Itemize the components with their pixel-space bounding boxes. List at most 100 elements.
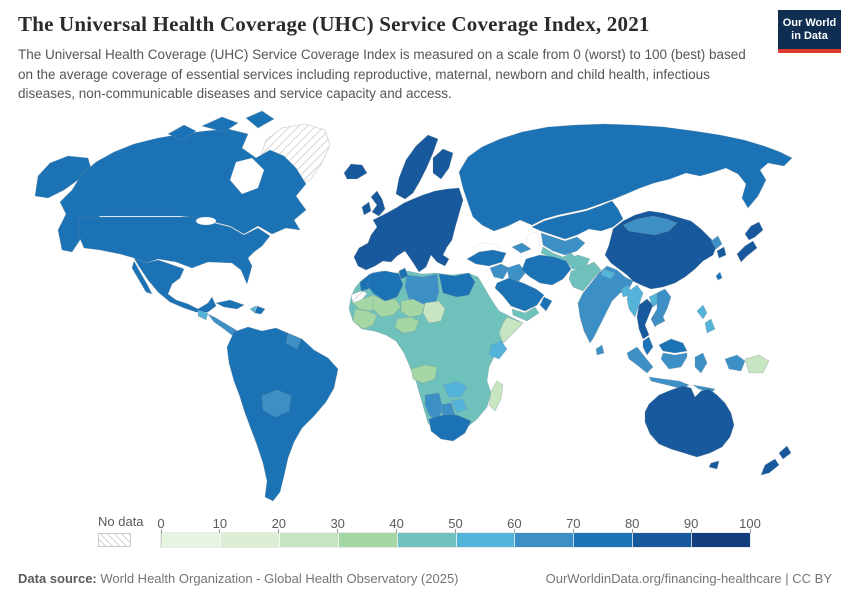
- legend-tick-label: 80: [624, 516, 640, 531]
- region-borneo-indonesia[interactable]: [660, 352, 688, 370]
- region-mexico[interactable]: [133, 257, 217, 313]
- region-united-kingdom[interactable]: [370, 190, 386, 217]
- region-mali[interactable]: [372, 294, 402, 318]
- region-cuba[interactable]: [215, 299, 245, 310]
- region-nepal[interactable]: [600, 268, 616, 280]
- region-south-america[interactable]: [226, 326, 339, 502]
- region-canada-arctic-1[interactable]: [167, 124, 197, 141]
- legend-bin-40-50[interactable]: [396, 533, 456, 547]
- legend-bin-50-60[interactable]: [455, 533, 515, 547]
- legend-tick-mark: [396, 529, 398, 533]
- legend-bar-wrap: [160, 529, 751, 548]
- region-japan-south[interactable]: [736, 240, 758, 263]
- region-india[interactable]: [577, 265, 634, 344]
- region-malaysia-peninsula[interactable]: [642, 336, 654, 356]
- region-scandinavia[interactable]: [395, 134, 439, 200]
- region-sulawesi[interactable]: [694, 352, 708, 374]
- region-dominican-republic[interactable]: [254, 305, 266, 315]
- region-usa[interactable]: [77, 216, 271, 285]
- region-saudi-arabia[interactable]: [494, 277, 545, 312]
- region-caucasus[interactable]: [511, 242, 532, 254]
- region-papua-new-guinea[interactable]: [744, 354, 770, 374]
- region-somalia[interactable]: [498, 316, 524, 344]
- region-australia[interactable]: [644, 385, 735, 458]
- legend-bin-0-10[interactable]: [161, 533, 220, 547]
- region-europe[interactable]: [353, 187, 464, 273]
- region-zimbabwe[interactable]: [450, 398, 468, 414]
- region-angola[interactable]: [410, 364, 438, 384]
- legend-tick-mark: [631, 529, 633, 533]
- region-western-sahara[interactable]: [350, 290, 368, 304]
- region-oman[interactable]: [539, 296, 553, 312]
- region-malaysia-borneo[interactable]: [658, 338, 688, 354]
- region-north-korea[interactable]: [710, 235, 723, 250]
- region-iceland[interactable]: [343, 163, 368, 180]
- world-choropleth-map[interactable]: [0, 100, 850, 520]
- region-baja-california[interactable]: [131, 260, 153, 295]
- legend-bin-80-90[interactable]: [632, 533, 692, 547]
- region-levant[interactable]: [489, 263, 510, 280]
- region-sri-lanka[interactable]: [595, 344, 605, 356]
- region-egypt[interactable]: [438, 272, 476, 298]
- legend-tick-label: 100: [739, 516, 761, 531]
- region-south-africa[interactable]: [428, 414, 472, 442]
- region-ireland[interactable]: [361, 201, 372, 216]
- legend-bin-10-20[interactable]: [219, 533, 279, 547]
- legend-no-data-swatch[interactable]: [98, 533, 131, 547]
- map-legend: No data 0 10 20 30 40 50 60 70 80 90 100: [98, 514, 761, 548]
- owid-logo-line1: Our World: [782, 16, 837, 29]
- region-south-korea[interactable]: [716, 246, 727, 259]
- region-russia[interactable]: [458, 123, 793, 232]
- region-kazakhstan[interactable]: [531, 200, 624, 240]
- legend-bar[interactable]: [160, 532, 751, 548]
- legend-bin-70-80[interactable]: [573, 533, 633, 547]
- region-iraq[interactable]: [506, 263, 527, 282]
- region-kenya[interactable]: [488, 340, 508, 360]
- region-sumatra[interactable]: [626, 346, 654, 374]
- legend-tick-label: 60: [507, 516, 522, 531]
- region-pakistan[interactable]: [568, 261, 602, 292]
- region-west-papua[interactable]: [724, 354, 746, 372]
- region-new-zealand-north[interactable]: [778, 445, 792, 460]
- legend-tick-labels: 0 10 20 30 40 50 60 70 80 90 100: [157, 516, 760, 533]
- region-mongolia[interactable]: [622, 215, 678, 236]
- region-taiwan[interactable]: [715, 271, 723, 281]
- region-zambia[interactable]: [442, 380, 468, 398]
- region-madagascar[interactable]: [488, 380, 504, 412]
- region-tasmania[interactable]: [708, 460, 720, 470]
- region-haiti[interactable]: [249, 305, 257, 314]
- region-finland[interactable]: [432, 148, 454, 180]
- region-yemen[interactable]: [511, 306, 540, 322]
- region-alaska[interactable]: [34, 155, 93, 199]
- region-canada-arctic-3[interactable]: [245, 110, 275, 129]
- region-myanmar[interactable]: [626, 284, 644, 318]
- region-philippines-north[interactable]: [696, 304, 708, 320]
- legend-tick-label: 50: [448, 516, 463, 531]
- owid-logo[interactable]: Our World in Data: [778, 10, 841, 53]
- region-chad[interactable]: [422, 300, 446, 324]
- region-iran[interactable]: [521, 254, 572, 286]
- region-nigeria[interactable]: [394, 316, 420, 334]
- region-canada-arctic-2[interactable]: [201, 116, 239, 133]
- region-afghanistan[interactable]: [565, 254, 591, 270]
- legend-no-data-label: No data: [98, 514, 144, 529]
- legend-bin-20-30[interactable]: [278, 533, 338, 547]
- region-guatemala[interactable]: [197, 309, 209, 321]
- region-niger[interactable]: [400, 298, 426, 318]
- region-cambodia[interactable]: [652, 312, 666, 326]
- region-philippines-south[interactable]: [704, 318, 716, 334]
- region-japan-north[interactable]: [744, 221, 764, 241]
- region-uzbekistan[interactable]: [540, 232, 586, 256]
- region-senegal-guinea[interactable]: [352, 308, 378, 330]
- legend-no-data-block[interactable]: No data: [98, 514, 144, 547]
- region-turkey[interactable]: [466, 249, 507, 267]
- legend-bin-90-100[interactable]: [691, 533, 751, 547]
- legend-bin-60-70[interactable]: [514, 533, 574, 547]
- legend-bin-30-40[interactable]: [337, 533, 397, 547]
- region-guyana-suriname[interactable]: [285, 333, 302, 350]
- region-bolivia[interactable]: [261, 389, 292, 418]
- region-new-zealand-south[interactable]: [760, 458, 780, 476]
- credit-link[interactable]: OurWorldinData.org/financing-healthcare …: [545, 571, 832, 586]
- region-thailand[interactable]: [636, 298, 654, 340]
- region-algeria[interactable]: [366, 270, 404, 302]
